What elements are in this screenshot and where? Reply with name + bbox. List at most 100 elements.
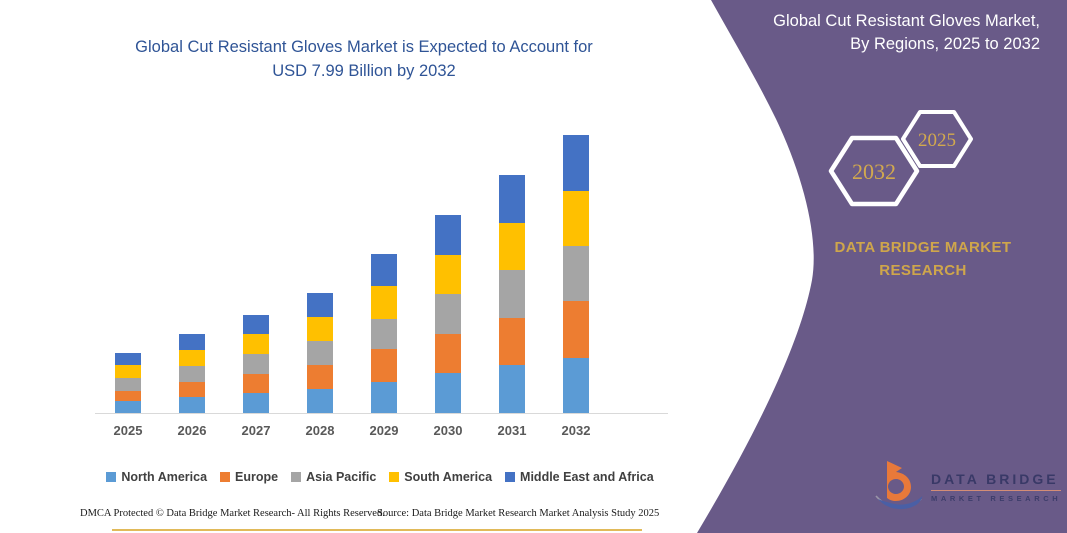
bar-segment-europe-2027	[243, 373, 269, 394]
bar-segment-north-america-2026	[179, 397, 205, 413]
bar-segment-south-america-2032	[563, 190, 589, 247]
x-axis-label-2030: 2030	[433, 423, 463, 438]
legend-swatch-icon	[106, 472, 117, 482]
legend-item-middle-east-and-africa: Middle East and Africa	[505, 470, 654, 484]
data-bridge-logo: DATA BRIDGE MARKET RESEARCH	[874, 460, 1062, 514]
bar-segment-north-america-2030	[435, 373, 461, 413]
stacked-bar-2028	[307, 293, 333, 413]
chart-title-line1: Global Cut Resistant Gloves Market is Ex…	[135, 38, 593, 56]
bar-group-2030	[416, 135, 480, 413]
bar-group-2025	[96, 135, 160, 413]
legend-swatch-icon	[389, 472, 400, 482]
x-axis-labels: 2025 2026 2027 2028 2029 2030 2031 2032	[96, 423, 608, 438]
bar-group-2026	[160, 135, 224, 413]
legend-item-asia-pacific: Asia Pacific	[291, 470, 376, 484]
bar-segment-middle-east-and-africa-2027	[243, 314, 269, 335]
bar-segment-south-america-2028	[307, 317, 333, 341]
hexagon-2032-label: 2032	[852, 159, 896, 184]
stacked-bar-2031	[499, 174, 525, 413]
bar-segment-north-america-2028	[307, 389, 333, 413]
legend-label: North America	[121, 470, 208, 484]
bar-segment-south-america-2026	[179, 350, 205, 366]
footer-gold-rule	[112, 529, 642, 531]
chart-title: Global Cut Resistant Gloves Market is Ex…	[64, 36, 664, 84]
hexagon-2032: 2032	[828, 135, 920, 207]
bar-segment-europe-2025	[115, 391, 141, 402]
x-axis-line	[95, 413, 668, 414]
bar-segment-south-america-2025	[115, 364, 141, 378]
bar-group-2031	[480, 135, 544, 413]
bar-segment-south-america-2031	[499, 222, 525, 270]
logo-name: DATA BRIDGE	[931, 471, 1059, 487]
bar-group-2029	[352, 135, 416, 413]
brand-wordmark: DATA BRIDGE MARKET RESEARCH	[818, 236, 1028, 283]
bar-segment-europe-2031	[499, 317, 525, 366]
x-axis-label-2026: 2026	[177, 423, 207, 438]
bar-group-2032	[544, 135, 608, 413]
bar-segment-north-america-2032	[563, 357, 589, 413]
bar-segment-europe-2030	[435, 333, 461, 374]
hexagon-2025: 2025	[901, 110, 973, 168]
bar-segment-south-america-2029	[371, 285, 397, 320]
bar-segment-asia-pacific-2029	[371, 319, 397, 350]
bar-segment-north-america-2025	[115, 401, 141, 413]
legend-swatch-icon	[220, 472, 231, 482]
chart-legend: North America Europe Asia Pacific South Ame…	[80, 470, 680, 484]
bar-segment-south-america-2030	[435, 254, 461, 294]
legend-item-north-america: North America	[106, 470, 207, 484]
x-axis-label-2025: 2025	[113, 423, 143, 438]
bar-segment-north-america-2029	[371, 382, 397, 413]
legend-label: Asia Pacific	[306, 470, 377, 484]
legend-swatch-icon	[505, 472, 516, 482]
panel-title-line2: By Regions, 2025 to 2032	[850, 35, 1040, 54]
x-axis-label-2031: 2031	[497, 423, 527, 438]
logo-tagline: MARKET RESEARCH	[931, 494, 1062, 503]
bar-segment-europe-2032	[563, 301, 589, 358]
x-axis-label-2029: 2029	[369, 423, 399, 438]
bar-segment-north-america-2031	[499, 365, 525, 413]
stacked-bar-2027	[243, 314, 269, 413]
bar-segment-asia-pacific-2032	[563, 246, 589, 302]
bar-segment-north-america-2027	[243, 393, 269, 413]
legend-label: Middle East and Africa	[520, 470, 654, 484]
stacked-bar-plot	[96, 135, 608, 413]
legend-label: Europe	[235, 470, 279, 484]
stacked-bar-2032	[563, 135, 589, 413]
stacked-bar-2029	[371, 254, 397, 413]
legend-swatch-icon	[291, 472, 302, 482]
logo-divider	[931, 490, 1062, 491]
hexagon-2025-label: 2025	[918, 130, 956, 151]
footer-dmca-text: DMCA Protected © Data Bridge Market Rese…	[80, 508, 385, 519]
bar-segment-asia-pacific-2025	[115, 377, 141, 392]
bar-segment-asia-pacific-2031	[499, 269, 525, 318]
legend-item-europe: Europe	[220, 470, 278, 484]
legend-label: South America	[404, 470, 493, 484]
bar-segment-europe-2026	[179, 381, 205, 398]
footer-source-text: Source: Data Bridge Market Research Mark…	[377, 508, 660, 519]
x-axis-label-2028: 2028	[305, 423, 335, 438]
bar-group-2027	[224, 135, 288, 413]
bar-segment-europe-2029	[371, 349, 397, 383]
brand-line1: DATA BRIDGE MARKET	[834, 239, 1012, 256]
bar-segment-middle-east-and-africa-2025	[115, 352, 141, 365]
panel-title-line1: Global Cut Resistant Gloves Market,	[773, 12, 1040, 30]
hexagon-year-badges: 2032 2025	[828, 110, 973, 207]
stacked-bar-2025	[115, 352, 141, 413]
x-axis-label-2032: 2032	[561, 423, 591, 438]
bar-segment-asia-pacific-2030	[435, 293, 461, 334]
legend-item-south-america: South America	[389, 470, 492, 484]
panel-title: Global Cut Resistant Gloves Market, By R…	[710, 10, 1040, 56]
data-bridge-logo-icon	[875, 461, 923, 510]
bar-group-2028	[288, 135, 352, 413]
bar-segment-middle-east-and-africa-2031	[499, 174, 525, 223]
bar-segment-asia-pacific-2027	[243, 353, 269, 374]
bar-segment-south-america-2027	[243, 334, 269, 354]
bar-segment-europe-2028	[307, 365, 333, 389]
stacked-bar-2030	[435, 214, 461, 413]
stacked-bar-2026	[179, 334, 205, 413]
bar-segment-middle-east-and-africa-2026	[179, 334, 205, 351]
brand-line2: RESEARCH	[879, 262, 967, 280]
bar-segment-asia-pacific-2028	[307, 341, 333, 365]
bar-segment-middle-east-and-africa-2030	[435, 214, 461, 255]
